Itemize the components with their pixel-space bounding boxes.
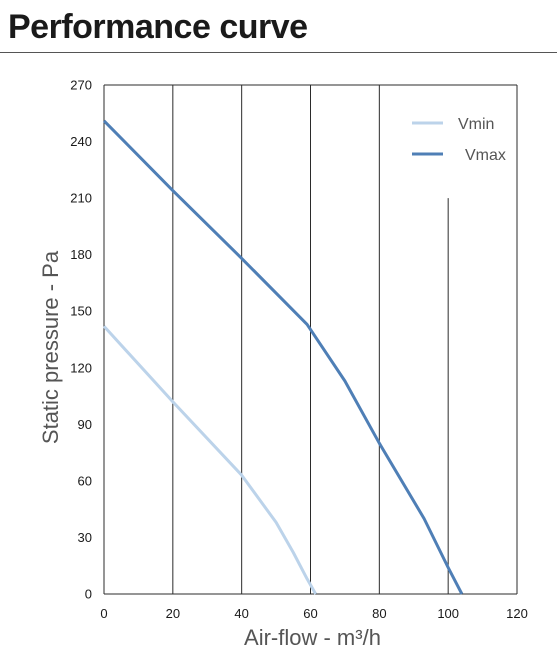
page-title: Performance curve <box>8 8 308 46</box>
y-tick-label-30: 30 <box>78 530 92 545</box>
x-tick-label-60: 60 <box>303 606 317 621</box>
title-divider <box>0 52 557 53</box>
y-tick-label-240: 240 <box>70 134 92 149</box>
y-tick-label-180: 180 <box>70 247 92 262</box>
legend-label-vmin: Vmin <box>458 116 494 133</box>
chart-frame <box>103 84 518 595</box>
y-tick-label-270: 270 <box>70 78 92 93</box>
gridlines <box>172 85 449 594</box>
y-tick-label-150: 150 <box>70 304 92 319</box>
x-tick-label-100: 100 <box>437 606 459 621</box>
series-line-vmin <box>102 325 318 595</box>
x-tick-labels: 0 20 40 60 80 100 120 <box>100 606 527 621</box>
x-axis-title: Air-flow - m³/h <box>244 625 381 650</box>
legend: Vmin Vmax <box>412 116 506 164</box>
x-tick-label-0: 0 <box>100 606 107 621</box>
y-axis-title: Static pressure - Pa <box>38 250 63 444</box>
y-tick-label-60: 60 <box>78 473 92 488</box>
y-tick-label-210: 210 <box>70 191 92 206</box>
series-line-vmax <box>102 119 464 595</box>
series-lines <box>102 119 464 595</box>
x-tick-label-20: 20 <box>166 606 180 621</box>
y-tick-label-90: 90 <box>78 417 92 432</box>
x-tick-label-80: 80 <box>372 606 386 621</box>
y-tick-label-120: 120 <box>70 360 92 375</box>
x-tick-label-40: 40 <box>234 606 248 621</box>
x-tick-label-120: 120 <box>506 606 528 621</box>
y-tick-labels: 0 30 60 90 120 150 180 210 240 270 <box>70 78 92 602</box>
y-tick-label-0: 0 <box>85 587 92 602</box>
legend-label-vmax: Vmax <box>465 147 506 164</box>
